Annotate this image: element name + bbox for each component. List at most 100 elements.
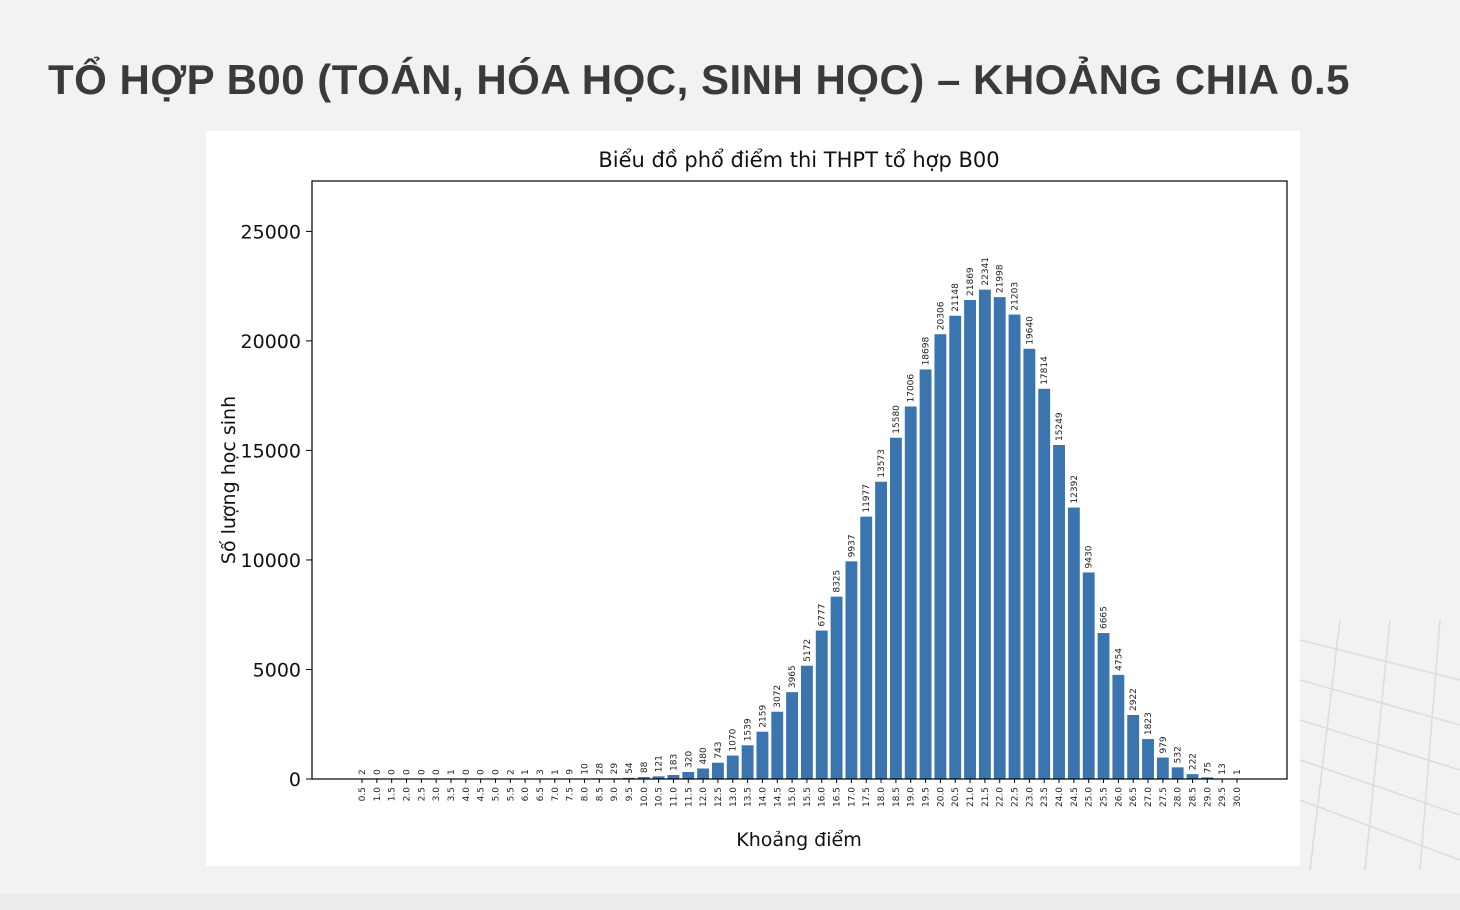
bar — [993, 297, 1006, 779]
x-tick-label: 24.5 — [1070, 787, 1080, 807]
y-axis-ticks: 0 5000 10000 15000 20000 25000 — [241, 221, 312, 791]
bar-value-label: 6665 — [1100, 606, 1110, 629]
bar — [1023, 348, 1036, 779]
bar — [845, 561, 858, 779]
bar — [964, 299, 976, 779]
x-tick-label: 28.0 — [1174, 787, 1184, 807]
x-tick-label: 29.5 — [1218, 787, 1228, 807]
x-tick-label: 14.0 — [758, 787, 768, 807]
x-tick-label: 6.5 — [536, 787, 546, 801]
bar-value-label: 979 — [1159, 736, 1169, 753]
x-tick-label: 25.5 — [1100, 787, 1110, 807]
bar-value-label: 11977 — [862, 484, 872, 513]
x-tick-label: 23.5 — [1040, 787, 1050, 807]
bar-value-label: 1 — [447, 769, 457, 775]
bar-value-label: 13 — [1218, 763, 1228, 774]
x-tick-label: 3.5 — [447, 787, 457, 801]
x-tick-label: 21.0 — [966, 787, 976, 807]
bar — [934, 334, 947, 779]
slide-title: TỔ HỢP B00 (TOÁN, HÓA HỌC, SINH HỌC) – K… — [48, 56, 1350, 103]
bar-value-label: 1 — [1233, 769, 1243, 775]
bar-value-label: 21998 — [996, 264, 1006, 293]
bar — [889, 437, 902, 779]
bar-value-label: 0 — [402, 769, 412, 775]
bar-value-label: 1 — [521, 769, 531, 775]
bar — [1082, 572, 1095, 779]
bars-group — [356, 289, 1243, 779]
x-tick-label: 10.0 — [640, 787, 650, 807]
x-tick-label: 15.5 — [803, 787, 813, 807]
bar — [786, 692, 799, 779]
bar-value-label: 320 — [684, 751, 694, 768]
bar-value-label: 8325 — [833, 570, 843, 593]
bottom-strip — [0, 893, 1460, 910]
bar-value-label: 3072 — [773, 685, 783, 708]
bar — [1171, 767, 1184, 779]
bar — [919, 369, 932, 779]
bar — [637, 777, 650, 779]
bar-value-label: 29 — [610, 763, 620, 775]
bar-value-label: 20306 — [936, 301, 946, 330]
x-tick-label: 5.5 — [506, 787, 516, 801]
bar-value-label: 121 — [655, 755, 665, 772]
bar-value-label: 532 — [1174, 746, 1184, 763]
bar-value-label: 1539 — [744, 718, 754, 741]
x-tick-label: 4.5 — [477, 787, 487, 801]
x-tick-label: 18.0 — [877, 787, 887, 807]
bar — [1142, 739, 1154, 779]
x-tick-label: 12.0 — [699, 787, 709, 807]
x-tick-label: 9.0 — [610, 787, 620, 802]
plot-frame — [311, 180, 1288, 780]
bar — [726, 755, 739, 779]
bar — [1067, 507, 1080, 779]
bar — [949, 315, 962, 779]
x-axis-ticks: 0.5 1.0 1.5 2.0 2.5 3.0 3.5 4.0 4.5 5.0 5.5 6.0 6.5 7… — [358, 779, 1243, 807]
x-tick-label: 8.5 — [595, 787, 605, 801]
decorative-grid — [1300, 620, 1460, 870]
bar-value-label: 0 — [417, 769, 427, 775]
bar-value-label: 0 — [373, 769, 383, 775]
chart-title: Biểu đồ phổ điểm thi THPT tổ hợp B00 — [598, 148, 999, 172]
bar-value-label: 1823 — [1144, 712, 1154, 735]
bar-value-label: 0 — [491, 769, 501, 775]
x-tick-label: 21.5 — [981, 787, 991, 807]
x-tick-label: 26.5 — [1129, 787, 1139, 807]
x-tick-label: 0.5 — [358, 787, 368, 801]
x-tick-label: 1.0 — [373, 787, 383, 802]
x-tick-label: 18.5 — [892, 787, 902, 807]
bar-value-label: 222 — [1189, 753, 1199, 770]
bar — [978, 289, 991, 779]
bar-value-label: 13573 — [877, 449, 887, 478]
bar-value-label: 2 — [358, 769, 368, 775]
bar-value-label: 28 — [595, 763, 605, 775]
bar-value-label: 6777 — [818, 604, 828, 627]
bar-value-label: 0 — [432, 769, 442, 775]
bar-value-label: 1 — [551, 769, 561, 775]
bar — [1201, 777, 1214, 779]
bar-value-label: 4754 — [1114, 648, 1124, 671]
bar — [756, 731, 769, 779]
x-tick-label: 20.0 — [936, 787, 946, 807]
x-tick-label: 6.0 — [521, 787, 531, 802]
x-tick-label: 2.0 — [402, 787, 412, 802]
x-tick-label: 15.0 — [788, 787, 798, 807]
bar — [904, 406, 917, 779]
bar — [652, 776, 665, 779]
bar-value-label: 17006 — [907, 374, 917, 403]
bar — [1127, 714, 1140, 779]
bar — [697, 768, 710, 779]
x-tick-label: 22.5 — [1011, 787, 1021, 807]
bar-value-label: 183 — [669, 754, 679, 771]
x-tick-label: 4.0 — [462, 787, 472, 802]
bar — [771, 711, 784, 779]
x-tick-label: 12.5 — [714, 787, 724, 807]
x-tick-label: 25.0 — [1085, 787, 1095, 807]
x-tick-label: 17.0 — [847, 787, 857, 807]
bar — [667, 774, 680, 779]
y-tick-label: 10000 — [241, 550, 301, 572]
x-tick-label: 11.5 — [684, 787, 694, 807]
y-tick-label: 25000 — [241, 221, 301, 243]
bar-value-label: 12392 — [1070, 475, 1080, 504]
x-axis-label: Khoảng điểm — [736, 829, 861, 851]
